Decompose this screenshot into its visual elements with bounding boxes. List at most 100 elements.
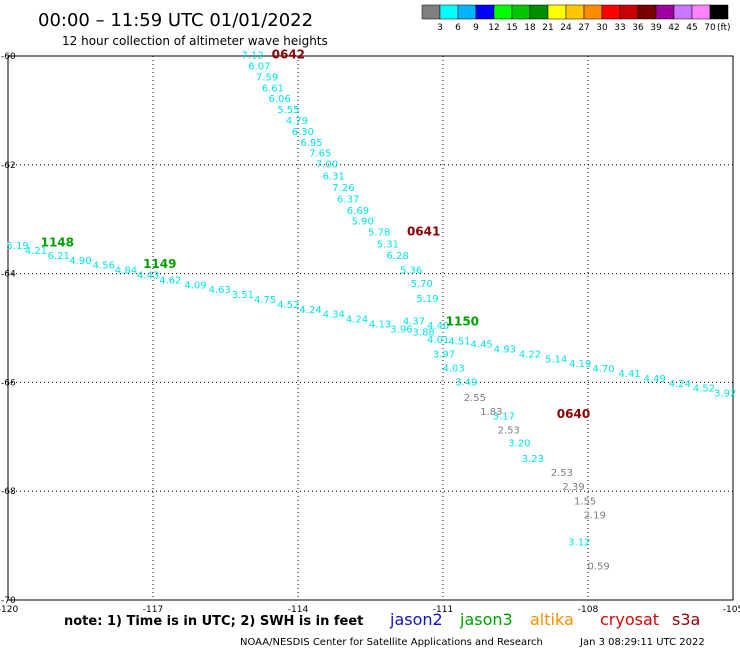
wave-height-value: 5.36 <box>400 266 422 277</box>
wave-height-labels: 7.126.077.596.616.065.554.796.306.957.65… <box>7 51 737 573</box>
y-axis-ticks: -60 -62 -64 -66 -68 -70 <box>1 52 16 606</box>
wave-height-value: 7.65 <box>309 149 331 160</box>
wave-height-value: 4.24 <box>669 379 691 390</box>
wave-height-value: 5.70 <box>411 279 433 290</box>
wave-height-value: 4.70 <box>592 364 614 375</box>
colorbar-swatch <box>421 4 441 20</box>
footer-timestamp: Jan 3 08:29:11 UTC 2022 <box>579 637 705 648</box>
wave-height-value: 4.43 <box>137 270 159 281</box>
x-tick-label: -111 <box>433 605 453 615</box>
satellite-legend: jason2 jason3 altika cryosat s3a <box>389 610 700 629</box>
wave-height-value: 4.34 <box>323 310 345 321</box>
colorbar-tick-label: 3 <box>437 23 443 33</box>
wave-height-value: 4.62 <box>159 275 181 286</box>
wave-height-value: 6.61 <box>262 83 284 94</box>
footer-credit: NOAA/NESDIS Center for Satellite Applica… <box>240 637 543 648</box>
wave-height-value: 3.88 <box>413 328 435 339</box>
colorbar-unit-label: (ft) <box>717 23 731 33</box>
wave-height-value: 4.45 <box>471 340 493 351</box>
wave-height-value: 1.83 <box>480 407 502 418</box>
colorbar-tick-label: 70 <box>704 23 716 33</box>
wave-height-value: 3.92 <box>714 389 736 400</box>
wave-height-value: 6.31 <box>323 171 345 182</box>
wave-height-value: 5.14 <box>545 354 567 365</box>
wave-height-value: 4.79 <box>286 116 308 127</box>
legend-item-jason3: jason3 <box>459 610 513 629</box>
wave-height-value: 4.63 <box>209 285 231 296</box>
grid-lines <box>8 56 733 600</box>
colorbar-tick-label: 45 <box>686 23 697 33</box>
wave-height-value: 6.06 <box>269 94 291 105</box>
plot-frame <box>7 55 734 601</box>
y-tick-label: -62 <box>1 161 16 171</box>
wave-height-value: 6.69 <box>347 206 369 217</box>
colorbar-swatch <box>619 4 639 20</box>
colorbar-tick-label: 15 <box>506 23 517 33</box>
wave-height-value: 7.12 <box>241 51 263 62</box>
wave-height-value: 4.49 <box>644 374 666 385</box>
wave-height-value: 2.53 <box>551 468 573 479</box>
wave-height-value: 4.19 <box>569 359 591 370</box>
wave-height-value: 7.59 <box>256 72 278 83</box>
pass-time-label: 0642 <box>272 48 305 62</box>
colorbar-swatch <box>439 4 459 20</box>
colorbar-swatch <box>583 4 603 20</box>
wave-height-value: 6.37 <box>337 194 359 205</box>
wave-height-value: 5.19 <box>7 241 29 252</box>
colorbar-tick-label: 42 <box>668 23 679 33</box>
colorbar-tick-label: 18 <box>524 23 536 33</box>
colorbar-swatch <box>691 4 711 20</box>
wave-height-value: 4.22 <box>519 349 541 360</box>
legend-item-jason2: jason2 <box>389 610 443 629</box>
colorbar-swatch <box>457 4 477 20</box>
wave-height-value: 4.40 <box>427 321 449 332</box>
wave-height-value: 2.19 <box>584 510 606 521</box>
wave-height-value: 1.55 <box>574 496 596 507</box>
wave-height-value: 3.12 <box>568 538 590 549</box>
wave-height-value: 4.51 <box>448 336 470 347</box>
wave-height-value: 4.03 <box>443 364 465 375</box>
wave-height-value: 4.52 <box>693 384 715 395</box>
legend-item-cryosat: cryosat <box>600 610 659 629</box>
wave-height-value: 3.51 <box>232 290 254 301</box>
colorbar-tick-label: 9 <box>473 23 479 33</box>
wave-height-value: 5.31 <box>377 239 399 250</box>
wave-height-value: 6.28 <box>386 251 408 262</box>
wave-height-value: 0.59 <box>588 562 610 573</box>
footer-note: note: 1) Time is in UTC; 2) SWH is in fe… <box>64 614 363 629</box>
colorbar-tick-label: 21 <box>542 23 553 33</box>
colorbar-swatch <box>565 4 585 20</box>
color-scale-legend: 3 6 9 12 15 18 21 24 27 30 33 36 39 42 45 70 <box>421 4 729 33</box>
pass-time-label: 1148 <box>41 235 74 249</box>
legend-item-altika: altika <box>530 610 574 629</box>
pass-time-label: 1150 <box>446 314 479 328</box>
wave-height-value: 4.75 <box>254 295 276 306</box>
wave-height-value: 6.07 <box>248 62 270 73</box>
wave-height-value: 2.55 <box>464 393 486 404</box>
wave-height-value: 7.00 <box>316 160 338 171</box>
wave-height-value: 4.09 <box>184 280 206 291</box>
x-tick-label: -114 <box>288 605 309 615</box>
y-tick-label: -70 <box>1 596 16 606</box>
wave-height-value: 3.97 <box>433 349 455 360</box>
colorbar-tick-label: 30 <box>596 23 608 33</box>
colorbar-swatch <box>637 4 657 20</box>
pass-time-label: 1149 <box>143 257 176 271</box>
wave-height-value: 5.55 <box>277 105 299 116</box>
wave-height-value: 4.52 <box>277 300 299 311</box>
wave-height-value: 3.23 <box>522 454 544 465</box>
colorbar-tick-label: 27 <box>578 23 589 33</box>
colorbar-swatch <box>493 4 513 20</box>
wave-height-value: 4.41 <box>618 369 640 380</box>
y-tick-label: -64 <box>1 270 16 280</box>
x-tick-label: -117 <box>143 605 163 615</box>
legend-item-s3a: s3a <box>672 610 700 629</box>
chart-title: 00:00 – 11:59 UTC 01/01/2022 <box>38 10 313 31</box>
wave-height-value: 6.21 <box>48 251 70 262</box>
wave-height-value: 7.26 <box>332 183 354 194</box>
x-tick-label: -120 <box>0 605 18 615</box>
wave-height-value: 5.19 <box>416 294 438 305</box>
x-tick-label: -108 <box>578 605 599 615</box>
wave-height-value: 5.78 <box>368 228 390 239</box>
chart-subtitle: 12 hour collection of altimeter wave hei… <box>62 34 328 48</box>
